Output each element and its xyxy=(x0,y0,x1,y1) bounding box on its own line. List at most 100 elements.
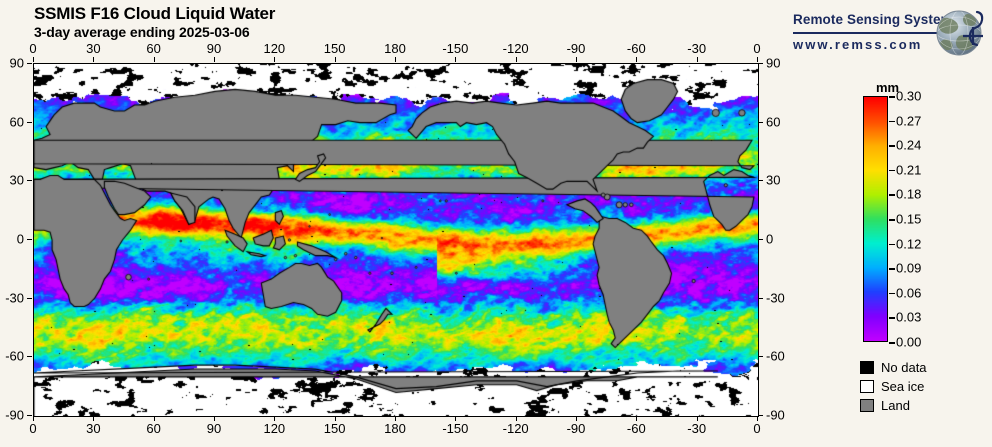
lon-axis-label: 120 xyxy=(263,41,286,56)
title-block: SSMIS F16 Cloud Liquid Water 3-day avera… xyxy=(34,4,275,41)
colorbar-tick-label: 0.21 xyxy=(896,162,922,178)
legend-item: Sea ice xyxy=(860,377,927,395)
lon-tick xyxy=(214,57,215,62)
lat-axis-label: 60 xyxy=(9,114,24,130)
lon-tick xyxy=(93,57,95,62)
lat-axis-label: 30 xyxy=(9,172,24,188)
lon-axis-label: -30 xyxy=(687,41,707,56)
lat-tick xyxy=(758,297,763,299)
lat-axis-label: -60 xyxy=(766,348,785,364)
lon-axis-label: 60 xyxy=(146,41,161,56)
globe-icon xyxy=(936,10,984,56)
colorbar-tick-label: 0.24 xyxy=(896,137,922,153)
lon-axis-label: -90 xyxy=(566,421,586,436)
lon-tick xyxy=(455,416,457,421)
lon-tick xyxy=(636,57,638,62)
lat-axis-label: 30 xyxy=(766,172,781,188)
colorbar-tick-label: 0.03 xyxy=(896,309,922,325)
lon-axis-label: -150 xyxy=(442,41,469,56)
lon-tick xyxy=(33,416,34,421)
colorbar-tick xyxy=(889,219,895,221)
colorbar-tick xyxy=(889,243,895,246)
lon-tick xyxy=(455,57,457,62)
lon-tick xyxy=(576,416,577,421)
lon-axis-label: 90 xyxy=(206,41,222,56)
lon-axis-label: -60 xyxy=(626,41,646,56)
lon-tick xyxy=(636,416,638,421)
lon-tick xyxy=(395,57,396,62)
lat-axis-label: -30 xyxy=(5,290,24,306)
lat-tick xyxy=(27,415,32,416)
lon-axis-label: 180 xyxy=(384,41,406,56)
cloud-liquid-water-heatmap xyxy=(34,64,758,416)
lat-axis-label: 0 xyxy=(766,231,774,247)
legend-swatch xyxy=(860,360,874,374)
lat-axis-label: 0 xyxy=(16,231,24,247)
colorbar-unit-label: mm xyxy=(876,80,900,95)
colorbar-tick xyxy=(889,96,895,98)
lon-axis-label: -90 xyxy=(566,41,586,56)
lat-axis-label: -90 xyxy=(5,407,24,423)
logo-website: www.remss.com xyxy=(793,37,923,52)
legend-label: Land xyxy=(881,397,910,413)
colorbar-tick-label: 0.18 xyxy=(896,186,922,202)
colorbar-tick-label: 0.30 xyxy=(896,88,922,104)
lon-axis-label: 60 xyxy=(146,421,161,436)
lon-axis-label: 30 xyxy=(86,41,101,56)
colorbar-tick xyxy=(889,120,895,123)
lat-tick xyxy=(758,356,763,358)
remss-logo[interactable]: Remote Sensing Systems www.remss.com xyxy=(793,6,985,62)
colorbar-tick-label: 0.12 xyxy=(896,236,922,252)
lon-axis-label: 0 xyxy=(29,41,37,56)
lon-axis-label: -150 xyxy=(442,421,469,436)
legend-swatch xyxy=(860,398,874,412)
lat-axis-label: 90 xyxy=(766,55,781,71)
lon-tick xyxy=(757,57,758,62)
lat-tick xyxy=(758,239,763,240)
lon-axis-label: -120 xyxy=(502,41,529,56)
colorbar-tick xyxy=(889,342,895,344)
lon-axis-label: 150 xyxy=(323,421,346,436)
lat-tick xyxy=(758,63,763,64)
page-subtitle: 3-day average ending 2025-03-06 xyxy=(34,24,250,40)
lon-tick xyxy=(515,416,517,421)
lon-tick xyxy=(395,416,396,421)
legend-swatch xyxy=(860,379,874,393)
lat-tick xyxy=(758,121,763,123)
lon-tick xyxy=(93,416,95,421)
lon-axis-label: 150 xyxy=(323,41,346,56)
colorbar-tick xyxy=(889,317,895,319)
colorbar-tick xyxy=(889,194,895,196)
lat-axis-label: -90 xyxy=(766,407,785,423)
lon-tick xyxy=(153,57,155,62)
lon-axis-label: 0 xyxy=(29,421,37,436)
lon-tick xyxy=(334,57,336,62)
logo-divider xyxy=(793,32,945,34)
lat-axis-label: -30 xyxy=(766,290,785,306)
logo-org-name: Remote Sensing Systems xyxy=(793,12,961,27)
lon-axis-label: -120 xyxy=(502,421,529,436)
legend-label: No data xyxy=(881,359,927,375)
map-plot-area[interactable] xyxy=(33,63,759,417)
lat-tick xyxy=(758,180,763,182)
lat-axis-label: 60 xyxy=(766,114,781,130)
lon-tick xyxy=(214,416,215,421)
lon-tick xyxy=(757,416,758,421)
colorbar-tick-label: 0.15 xyxy=(896,211,922,227)
colorbar-tick xyxy=(889,292,895,295)
lon-tick xyxy=(576,57,577,62)
lon-tick xyxy=(696,57,698,62)
lat-tick xyxy=(27,297,32,299)
lon-axis-label: -60 xyxy=(626,421,646,436)
colorbar-gradient xyxy=(864,97,887,341)
colorbar-tick-label: 0.27 xyxy=(896,113,922,129)
lat-tick xyxy=(27,63,32,64)
colorbar-tick xyxy=(889,268,895,270)
lat-axis-label: -60 xyxy=(5,348,24,364)
lat-tick xyxy=(27,356,32,358)
lon-axis-label: -30 xyxy=(687,421,707,436)
legend-item: Land xyxy=(860,396,927,414)
lon-tick xyxy=(274,57,276,62)
colorbar-tick xyxy=(889,169,895,172)
lon-tick xyxy=(274,416,276,421)
